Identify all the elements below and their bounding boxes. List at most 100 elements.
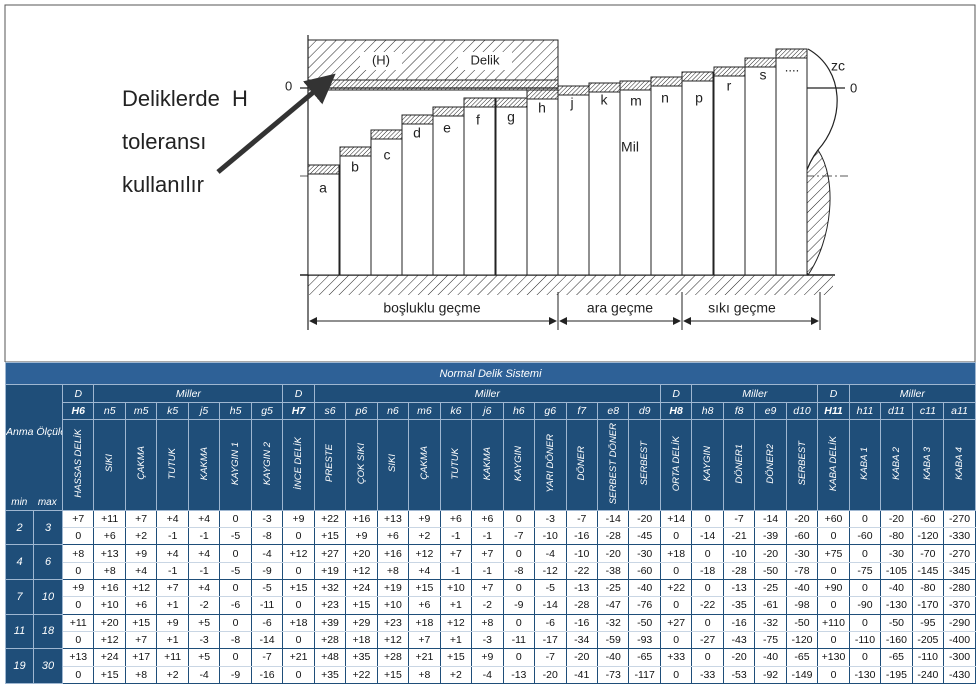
upper-deviation: -7 xyxy=(722,509,756,529)
lower-deviation: 0 xyxy=(659,561,693,580)
lower-deviation: -3 xyxy=(471,630,504,650)
upper-deviation: +11 xyxy=(93,509,126,529)
upper-deviation: -14 xyxy=(596,509,630,529)
lower-deviation: -2 xyxy=(187,596,221,615)
note: kullanılır xyxy=(122,172,204,197)
upper-deviation: +20 xyxy=(93,613,126,632)
lower-deviation: -13 xyxy=(502,665,536,685)
fit-code: c11 xyxy=(911,401,945,421)
fit-name-text: SERBEST DÖNER xyxy=(607,422,619,505)
upper-deviation: -40 xyxy=(785,578,819,598)
lower-deviation: 0 xyxy=(61,596,95,615)
fit-name-text: DÖNER1 xyxy=(733,443,745,484)
upper-deviation: -20 xyxy=(628,509,661,529)
fit-name: DÖNER2 xyxy=(754,419,787,511)
lower-deviation: -60 xyxy=(785,527,819,546)
upper-deviation: -6 xyxy=(534,613,567,632)
upper-deviation: 0 xyxy=(691,578,724,598)
upper-deviation: -290 xyxy=(943,613,976,632)
shaft-step xyxy=(744,57,777,276)
lower-deviation: -80 xyxy=(880,527,913,546)
upper-deviation: +75 xyxy=(817,544,850,563)
shaft-step xyxy=(463,97,496,276)
shaft-letter: zc xyxy=(831,58,845,74)
upper-deviation: +15 xyxy=(439,648,473,667)
shaft-tolerance xyxy=(495,97,528,108)
dots: .... xyxy=(785,59,799,74)
shaft-tolerance xyxy=(775,48,808,59)
upper-deviation: +15 xyxy=(282,578,315,598)
lower-deviation: -60 xyxy=(628,561,661,580)
lower-deviation: -130 xyxy=(848,665,882,685)
upper-deviation: -50 xyxy=(785,613,819,632)
lower-deviation: +7 xyxy=(124,630,158,650)
fit-code: j6 xyxy=(471,401,504,421)
fit-code: e8 xyxy=(596,401,630,421)
fit-code: a11 xyxy=(943,401,976,421)
fit-diagram: Deliklerde H toleransı kullanılır (H) Delik 0… xyxy=(4,4,976,363)
fit-name-text: İNCE DELİK xyxy=(293,436,305,490)
lower-deviation: -93 xyxy=(628,630,661,650)
upper-deviation: +7 xyxy=(124,509,158,529)
fit-name: TUTUK xyxy=(156,419,189,511)
shaft-step xyxy=(307,164,340,276)
fit-code: g6 xyxy=(534,401,567,421)
lower-deviation: +9 xyxy=(345,527,378,546)
fit-name: KABA 1 xyxy=(848,419,882,511)
fit-code: j5 xyxy=(187,401,221,421)
fit-name: KABA 2 xyxy=(880,419,913,511)
shaft-step xyxy=(526,89,559,276)
fit-code: g5 xyxy=(250,401,284,421)
label-bg xyxy=(360,52,402,70)
pointer-arrow xyxy=(216,73,336,174)
hole-code: (H) xyxy=(372,52,390,67)
lower-deviation: -28 xyxy=(722,561,756,580)
upper-deviation: 0 xyxy=(848,613,882,632)
fit-name: KABA 4 xyxy=(943,419,976,511)
lower-deviation: 0 xyxy=(61,630,95,650)
lower-deviation: -18 xyxy=(691,561,724,580)
upper-deviation: +11 xyxy=(156,648,189,667)
fit-code: H6 xyxy=(61,401,95,421)
lower-deviation: -240 xyxy=(911,665,945,685)
lower-deviation: -4 xyxy=(471,665,504,685)
fit-name: ORTA DELİK xyxy=(659,419,693,511)
lower-deviation: -9 xyxy=(250,561,284,580)
fit-name-text: ÇAKMA xyxy=(135,446,147,481)
lower-deviation: +2 xyxy=(124,527,158,546)
group-header: Miller xyxy=(313,384,661,403)
lower-deviation: 0 xyxy=(61,561,95,580)
upper-deviation: -40 xyxy=(628,578,661,598)
lower-deviation: -4 xyxy=(187,665,221,685)
upper-deviation: +16 xyxy=(345,509,378,529)
size-min: 2 xyxy=(5,509,34,546)
upper-deviation: 0 xyxy=(848,578,882,598)
upper-deviation: +9 xyxy=(124,544,158,563)
lower-deviation: -33 xyxy=(691,665,724,685)
upper-deviation: 0 xyxy=(691,613,724,632)
lower-deviation: -39 xyxy=(754,527,787,546)
shaft-step xyxy=(557,85,590,276)
lower-deviation: -10 xyxy=(534,527,567,546)
fit-name-text: HASSAS DELİK xyxy=(72,429,84,498)
lower-deviation: -76 xyxy=(628,596,661,615)
fit-name: SERBEST xyxy=(628,419,661,511)
lower-deviation: -120 xyxy=(911,527,945,546)
lower-deviation: +1 xyxy=(156,630,189,650)
lower-deviation: -14 xyxy=(691,527,724,546)
shaft-tolerance xyxy=(588,82,621,93)
group-header: Miller xyxy=(691,384,819,403)
shaft-tolerance xyxy=(650,76,683,87)
fit-code: h8 xyxy=(691,401,724,421)
lower-deviation: +15 xyxy=(376,665,410,685)
upper-deviation: +22 xyxy=(659,578,693,598)
upper-deviation: 0 xyxy=(848,509,882,529)
upper-deviation: -10 xyxy=(565,544,598,563)
fit-name: KAYGIN xyxy=(502,419,536,511)
shaft-tolerance xyxy=(432,106,465,117)
lower-hole-zone xyxy=(308,275,833,295)
upper-deviation: -40 xyxy=(596,648,630,667)
fit-name-text: KAYGIN xyxy=(513,445,525,481)
upper-deviation: -20 xyxy=(785,509,819,529)
